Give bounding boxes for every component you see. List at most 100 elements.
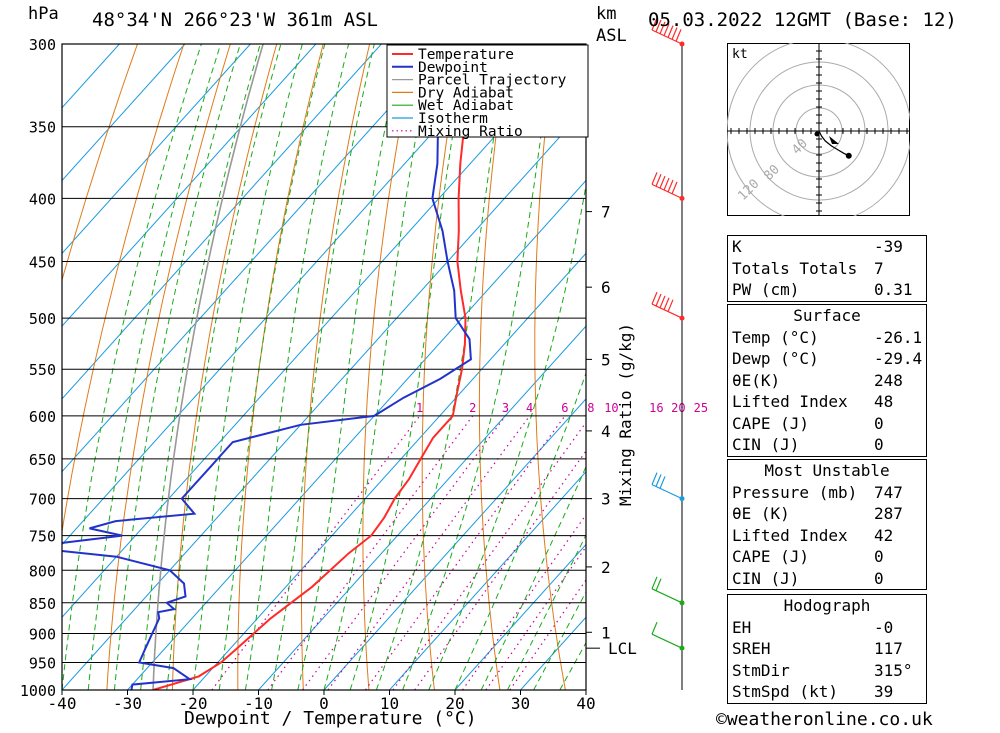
- legend-box: [386, 44, 589, 138]
- storm-motion-point: [814, 131, 820, 137]
- most-unstable-table: Most Unstable Pressure (mb) 747 θE (K) 287…: [727, 459, 927, 590]
- dewpoint-line: [62, 44, 472, 690]
- wet-adiabat: [454, 371, 586, 690]
- wind-barb-flag: [651, 17, 658, 31]
- mu-theta-label: θE (K): [732, 504, 790, 523]
- surface-dewp-label: Dewp (°C): [732, 349, 819, 368]
- plot-area: [62, 26, 1000, 690]
- wet-adiabat: [271, 44, 375, 690]
- sreh-label: SREH: [732, 639, 771, 658]
- mixing-ratio-label: 16: [649, 401, 663, 415]
- mu-cin-label: CIN (J): [732, 568, 800, 588]
- dry-adiabat: [62, 44, 185, 535]
- surface-li-label: Lifted Index: [732, 392, 848, 411]
- wind-barb: [651, 576, 683, 604]
- pressure-tick-label: 950: [29, 654, 56, 672]
- wind-barb: [651, 291, 683, 319]
- temperature-tick-label: -30: [113, 694, 142, 713]
- pressure-tick-label: 700: [29, 491, 56, 509]
- wind-barb-flag: [663, 23, 670, 36]
- sreh-value: 117: [874, 639, 903, 658]
- mixing-ratio-label: 10: [604, 401, 618, 415]
- mixing-ratio-line: [485, 545, 586, 690]
- pressure-tick-label: 600: [29, 408, 56, 426]
- pressure-tick-label: 900: [29, 625, 56, 643]
- mixing-ratio-label: 1: [416, 401, 423, 415]
- wind-barb-shaft: [651, 588, 683, 604]
- wind-barb-shaft: [651, 633, 683, 649]
- wind-barb-flag: [655, 474, 662, 487]
- km-tick-label: 3: [601, 490, 611, 509]
- isotherm-line: [62, 44, 186, 182]
- wind-barb-flag: [667, 299, 674, 312]
- mixing-ratio-line: [302, 415, 506, 690]
- surface-temp-value: -26.1: [874, 327, 923, 347]
- wind-barb-shaft: [651, 303, 683, 319]
- legend-label: Temperature: [418, 47, 514, 63]
- legend-label: Isotherm: [418, 111, 488, 127]
- asl-unit: ASL: [596, 26, 627, 46]
- dry-adiabat: [237, 44, 324, 690]
- mu-cape-label: CAPE (J): [732, 547, 810, 566]
- km-tick-label: 1: [601, 623, 611, 642]
- dry-adiabat: [301, 44, 371, 690]
- mixing-ratio-label: 4: [526, 401, 533, 415]
- credit[interactable]: ©weatheronline.co.uk: [716, 709, 933, 730]
- isotherm-line: [192, 252, 586, 690]
- dry-adiabat: [478, 44, 510, 690]
- dry-adiabat: [926, 26, 1000, 690]
- isotherm-line: [62, 44, 251, 255]
- wet-adiabat: [244, 44, 350, 690]
- hodograph-trace: [818, 130, 850, 157]
- wind-barb-flag: [675, 29, 682, 42]
- wind-barb-flag: [659, 295, 666, 309]
- legend-label: Wet Adiabat: [418, 98, 514, 114]
- wind-barb-shaft: [651, 183, 683, 199]
- mu-pressure-value: 747: [874, 482, 903, 502]
- mixing-ratio-label: 8: [587, 401, 594, 415]
- hodo-title: Hodograph: [783, 596, 871, 615]
- wind-barb-flag: [663, 177, 670, 191]
- pressure-tick-label: 300: [29, 36, 56, 54]
- km-tick-label: 5: [601, 350, 611, 369]
- datetime: 05.03.2022 12GMT (Base: 12): [648, 9, 957, 31]
- mu-pressure-label: Pressure (mb): [732, 482, 858, 502]
- mu-li-value: 42: [874, 525, 894, 545]
- wind-barb-flag: [667, 25, 674, 38]
- pressure-tick-label: 350: [29, 119, 56, 137]
- wind-barb-flag: [651, 291, 658, 305]
- hodograph-end-point: [845, 152, 852, 159]
- wet-adiabat: [192, 44, 303, 690]
- km-tick-label: 7: [601, 203, 611, 222]
- pressure-tick-label: 850: [29, 595, 56, 613]
- legend-label: Dewpoint: [418, 60, 488, 76]
- wind-barb-flag: [663, 297, 670, 311]
- stmspd-value: 39: [874, 682, 894, 701]
- wind-barb: [651, 472, 683, 500]
- pressure-tick-label: 450: [29, 254, 56, 272]
- isotherm-line: [62, 107, 586, 690]
- stmspd-label: StmSpd (kt): [732, 682, 838, 701]
- isotherm-line: [62, 44, 120, 109]
- temperature-tick-label: 0: [319, 694, 329, 713]
- mixing-ratio-label: 6: [561, 401, 568, 415]
- isotherm-line: [389, 470, 586, 690]
- wet-adiabat: [218, 44, 326, 690]
- isotherm-line: [258, 325, 586, 690]
- mixing-ratio-line: [414, 450, 586, 690]
- surface-cape-label: CAPE (J): [732, 413, 810, 433]
- mu-title: Most Unstable: [764, 461, 890, 480]
- mu-li-label: Lifted Index: [732, 525, 848, 545]
- mixing-ratio-line: [509, 579, 586, 690]
- mu-theta-value: 287: [874, 504, 903, 523]
- dry-adiabat: [972, 26, 1000, 690]
- wind-barb-flag: [671, 27, 678, 40]
- k-label: K: [732, 237, 742, 256]
- wet-adiabat: [349, 44, 469, 690]
- wet-adiabat: [428, 182, 586, 690]
- surface-li-value: 48: [874, 392, 894, 411]
- mixing-ratio-line: [462, 513, 586, 690]
- mixing-ratio-label: 3: [502, 401, 509, 415]
